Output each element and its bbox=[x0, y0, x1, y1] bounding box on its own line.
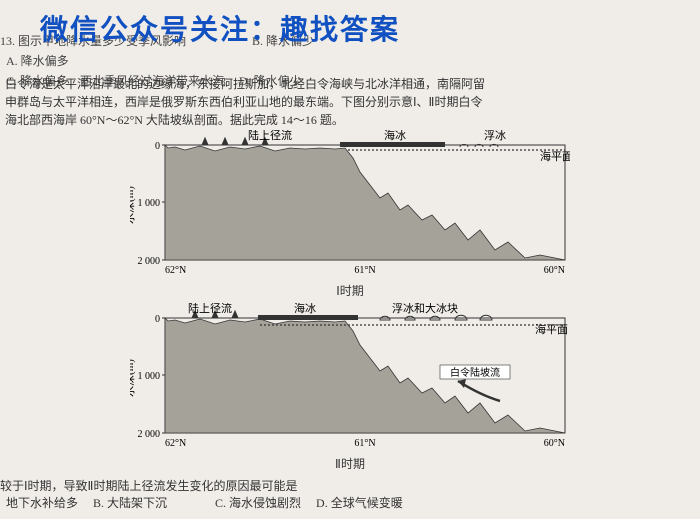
seaice-icon bbox=[340, 142, 445, 147]
q14-line1: 较于Ⅰ时期，导致Ⅱ时期陆上径流发生变化的原因最可能是 bbox=[0, 479, 297, 493]
chart1-ytick-0: 0 bbox=[155, 141, 160, 152]
q14-optA: 地下水补给多 bbox=[6, 496, 78, 510]
chart1-seafloor bbox=[165, 145, 565, 260]
chart2-ytick-1: 1 000 bbox=[138, 371, 161, 382]
chart1-xtick-0: 62°N bbox=[165, 265, 186, 275]
chart2-label-sealevel: 海平面 bbox=[535, 322, 568, 336]
floating-ice-icon bbox=[460, 144, 498, 147]
chart2-ytick-2: 2 000 bbox=[138, 429, 161, 440]
chart1-xtick-2: 60°N bbox=[544, 265, 565, 275]
q13-optA: A. 降水偏多 bbox=[6, 54, 69, 68]
chart2-title: Ⅱ时期 bbox=[130, 455, 570, 472]
chart1-ytick-2: 2 000 bbox=[138, 256, 161, 267]
chart1-title: Ⅰ时期 bbox=[130, 282, 570, 299]
chart-period-2: 白令陆坡流 0 1 000 2 000 62°N 61°N 60°N 陆上径流 … bbox=[130, 303, 570, 463]
chart1-label-floating: 浮冰 bbox=[484, 130, 506, 142]
chart2-arrow-label: 白令陆坡流 bbox=[450, 366, 500, 379]
chart1-label-runoff: 陆上径流 bbox=[248, 130, 292, 142]
chart1-ytick-1: 1 000 bbox=[138, 198, 161, 209]
seaice-icon bbox=[258, 315, 358, 320]
chart2-ylabel: 水深(m) bbox=[130, 359, 136, 397]
chart-period-1: 0 1 000 2 000 62°N 61°N 60°N 陆上径流 海冰 浮冰 … bbox=[130, 130, 570, 290]
chart1-ylabel: 水深(m) bbox=[130, 186, 136, 224]
chart2-xtick-1: 61°N bbox=[354, 438, 375, 448]
chart1-svg: 0 1 000 2 000 62°N 61°N 60°N 陆上径流 海冰 浮冰 … bbox=[130, 130, 570, 275]
chart1-xtick-1: 61°N bbox=[354, 265, 375, 275]
chart2-label-floating: 浮冰和大冰块 bbox=[392, 303, 458, 315]
chart1-label-sealevel: 海平面 bbox=[540, 149, 570, 163]
context-l2: 申群岛与太平洋相连，西岸是俄罗斯东西伯利亚山地的最东端。下图分别示意Ⅰ、Ⅱ时期白… bbox=[5, 95, 482, 109]
context-l3: 海北部西海岸 60°N～62°N 大陆坡纵剖面。据此完成 14～16 题。 bbox=[5, 113, 344, 127]
watermark-overlay: 微信公众号关注：趣找答案 bbox=[40, 8, 400, 48]
q14-optC: C. 海水侵蚀剧烈 bbox=[215, 496, 301, 510]
chart2-label-runoff: 陆上径流 bbox=[188, 303, 232, 315]
chart2-label-seaice: 海冰 bbox=[294, 303, 316, 315]
chart2-xtick-0: 62°N bbox=[165, 438, 186, 448]
q14-optD: D. 全球气候变暖 bbox=[316, 496, 403, 510]
context-paragraph: 白令海是太平洋沿岸最北的边缘海，东接阿拉斯加，北经白令海峡与北冰洋相通，南隔阿留… bbox=[5, 75, 695, 129]
question-14: 较于Ⅰ时期，导致Ⅱ时期陆上径流发生变化的原因最可能是 地下水补给多 B. 大陆架… bbox=[0, 478, 700, 512]
chart2-ytick-0: 0 bbox=[155, 314, 160, 325]
context-l1: 白令海是太平洋沿岸最北的边缘海，东接阿拉斯加，北经白令海峡与北冰洋相通，南隔阿留 bbox=[5, 77, 485, 91]
slope-current-arrow-icon bbox=[458, 379, 500, 401]
chart2-svg: 白令陆坡流 0 1 000 2 000 62°N 61°N 60°N 陆上径流 … bbox=[130, 303, 570, 448]
chart1-label-seaice: 海冰 bbox=[384, 130, 406, 142]
q14-optB: B. 大陆架下沉 bbox=[93, 496, 167, 510]
chart2-xtick-2: 60°N bbox=[544, 438, 565, 448]
